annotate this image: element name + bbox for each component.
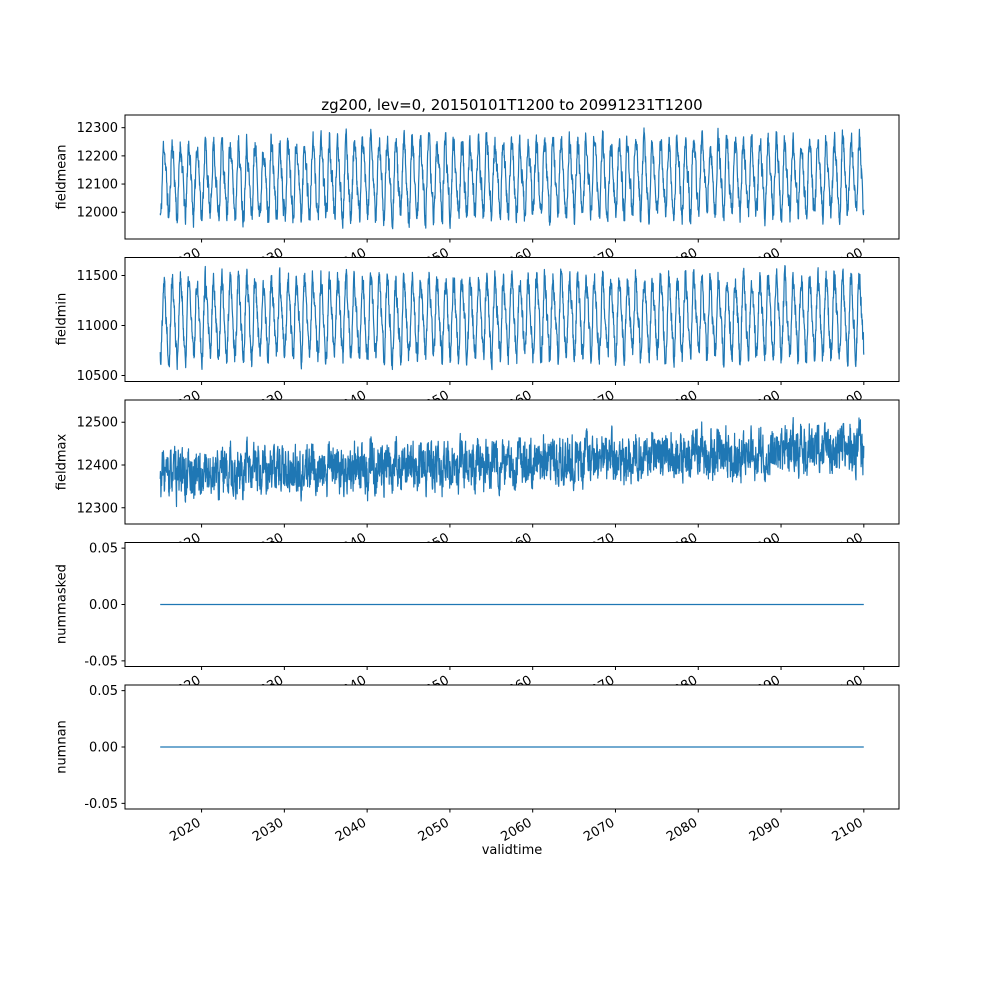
svg-text:12500: 12500 xyxy=(77,416,118,431)
x-axis-label: validtime xyxy=(481,843,543,858)
svg-text:-0.05: -0.05 xyxy=(84,797,118,812)
svg-text:12000: 12000 xyxy=(77,206,118,221)
y-axis-label-fieldmean: fieldmean xyxy=(54,144,70,210)
svg-text:-0.05: -0.05 xyxy=(84,654,118,669)
svg-text:0.00: 0.00 xyxy=(89,598,118,613)
svg-text:0.00: 0.00 xyxy=(89,741,118,756)
svg-text:11500: 11500 xyxy=(77,269,118,284)
svg-text:2040: 2040 xyxy=(333,815,369,845)
svg-text:12300: 12300 xyxy=(77,121,118,136)
svg-text:2100: 2100 xyxy=(830,815,866,845)
svg-text:2090: 2090 xyxy=(747,815,783,845)
y-axis-label-nummasked: nummasked xyxy=(54,564,70,644)
svg-text:11000: 11000 xyxy=(77,319,118,334)
y-axis-label-fieldmax: fieldmax xyxy=(54,433,70,491)
svg-text:12400: 12400 xyxy=(77,458,118,473)
y-axis-label-fieldmin: fieldmin xyxy=(54,292,70,346)
svg-text:2070: 2070 xyxy=(581,815,617,845)
chart-title: zg200, lev=0, 20150101T1200 to 20991231T… xyxy=(321,96,703,114)
svg-text:10500: 10500 xyxy=(77,369,118,384)
y-axis-label-numnan: numnan xyxy=(54,720,70,774)
svg-text:12100: 12100 xyxy=(77,178,118,193)
svg-text:2050: 2050 xyxy=(416,815,452,845)
svg-text:0.05: 0.05 xyxy=(89,684,118,699)
svg-text:0.05: 0.05 xyxy=(89,542,118,557)
svg-text:12300: 12300 xyxy=(77,501,118,516)
svg-text:2060: 2060 xyxy=(499,815,535,845)
svg-text:2030: 2030 xyxy=(250,815,286,845)
svg-text:2020: 2020 xyxy=(167,815,203,845)
svg-text:12200: 12200 xyxy=(77,149,118,164)
svg-text:2080: 2080 xyxy=(664,815,700,845)
